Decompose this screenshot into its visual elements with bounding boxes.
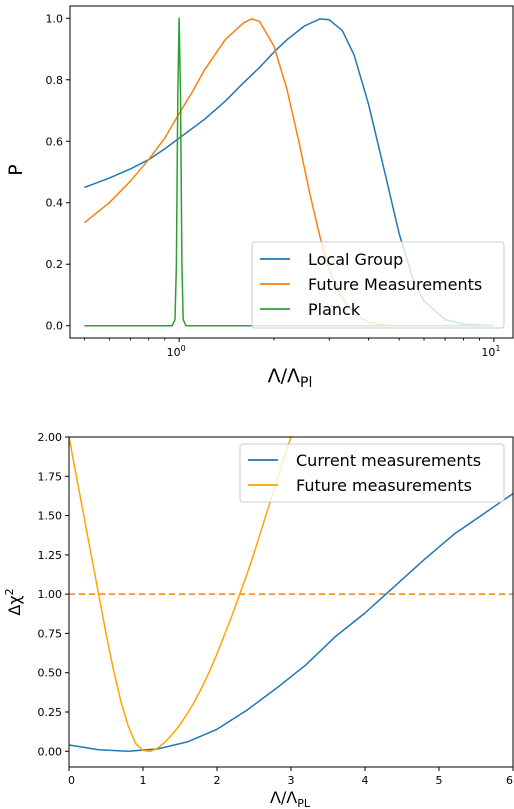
- top-y-tick-label: 0.0: [46, 320, 64, 333]
- top-legend-label-planck: Planck: [308, 300, 361, 319]
- top-x-tick-label: 101: [481, 344, 500, 359]
- bottom-chart-x-axis: 0 1 2 3 4 5 6: [68, 767, 514, 787]
- bottom-legend-label-current-measurements: Current measurements: [296, 451, 481, 470]
- bottom-chart-y-label: Δχ2: [3, 588, 24, 615]
- top-y-tick-label: 0.6: [46, 135, 64, 148]
- bottom-y-tick-label: 0.00: [38, 745, 63, 758]
- bottom-legend-label-future-measurements: Future measurements: [296, 476, 472, 495]
- top-chart: 0.0 0.2 0.4 0.6 0.8 1.0 100 101 P Λ/ΛPl Local …: [5, 5, 514, 391]
- bottom-x-tick-label: 3: [288, 774, 295, 787]
- bottom-y-tick-label: 0.50: [38, 667, 63, 680]
- bottom-series-future-measurements: [69, 437, 292, 753]
- top-legend-label-local-group: Local Group: [308, 250, 403, 269]
- top-chart-x-label-main: Λ/Λ: [268, 365, 300, 387]
- bottom-chart-plot-area: [69, 437, 513, 753]
- bottom-y-tick-label: 2.00: [38, 431, 63, 444]
- bottom-y-tick-label: 1.50: [38, 510, 63, 523]
- top-chart-legend: Local Group Future Measurements Planck: [251, 241, 505, 329]
- top-chart-y-axis: 0.0 0.2 0.4 0.6 0.8 1.0: [46, 12, 70, 333]
- bottom-chart-x-label: Λ/ΛPL: [270, 788, 311, 809]
- bottom-x-tick-label: 5: [436, 774, 443, 787]
- bottom-x-tick-label: 0: [68, 774, 75, 787]
- bottom-x-tick-label: 1: [140, 774, 147, 787]
- bottom-y-tick-label: 0.25: [38, 706, 63, 719]
- bottom-x-tick-label: 2: [214, 774, 221, 787]
- top-chart-x-axis: 100 101: [84, 338, 500, 359]
- top-y-tick-label: 0.4: [46, 197, 64, 210]
- top-legend-label-future-measurements: Future Measurements: [308, 275, 482, 294]
- top-y-tick-label: 0.8: [46, 74, 64, 87]
- bottom-chart-y-axis: 0.00 0.25 0.50 0.75 1.00 1.25 1.50 1.75 2.00: [38, 431, 69, 758]
- bottom-chart-legend: Current measurements Future measurements: [239, 443, 505, 503]
- bottom-x-tick-label: 6: [506, 774, 513, 787]
- bottom-chart-x-label-main: Λ/Λ: [270, 788, 297, 807]
- bottom-chart-legend-box: [239, 443, 505, 503]
- bottom-chart-y-label-sup: 2: [3, 588, 16, 595]
- bottom-chart-x-label-sub: PL: [297, 797, 311, 809]
- bottom-y-tick-label: 1.00: [38, 588, 63, 601]
- top-chart-y-label: P: [5, 164, 27, 175]
- top-chart-x-label: Λ/ΛPl: [268, 365, 313, 391]
- bottom-chart-y-label-main: Δχ: [5, 595, 24, 615]
- top-y-tick-label: 1.0: [46, 12, 64, 25]
- bottom-y-tick-label: 0.75: [38, 627, 63, 640]
- bottom-x-tick-label: 4: [362, 774, 369, 787]
- top-y-tick-label: 0.2: [46, 258, 64, 271]
- top-chart-x-label-sub: Pl: [300, 375, 312, 391]
- top-series-planck: [84, 17, 494, 327]
- top-chart-frame: [69, 5, 514, 339]
- bottom-y-tick-label: 1.25: [38, 549, 63, 562]
- bottom-chart: 0.00 0.25 0.50 0.75 1.00 1.25 1.50 1.75 2.00 0 1 2…: [3, 431, 514, 809]
- top-x-tick-label: 100: [167, 344, 186, 359]
- bottom-y-tick-label: 1.75: [38, 470, 63, 483]
- top-chart-legend-box: [251, 241, 505, 329]
